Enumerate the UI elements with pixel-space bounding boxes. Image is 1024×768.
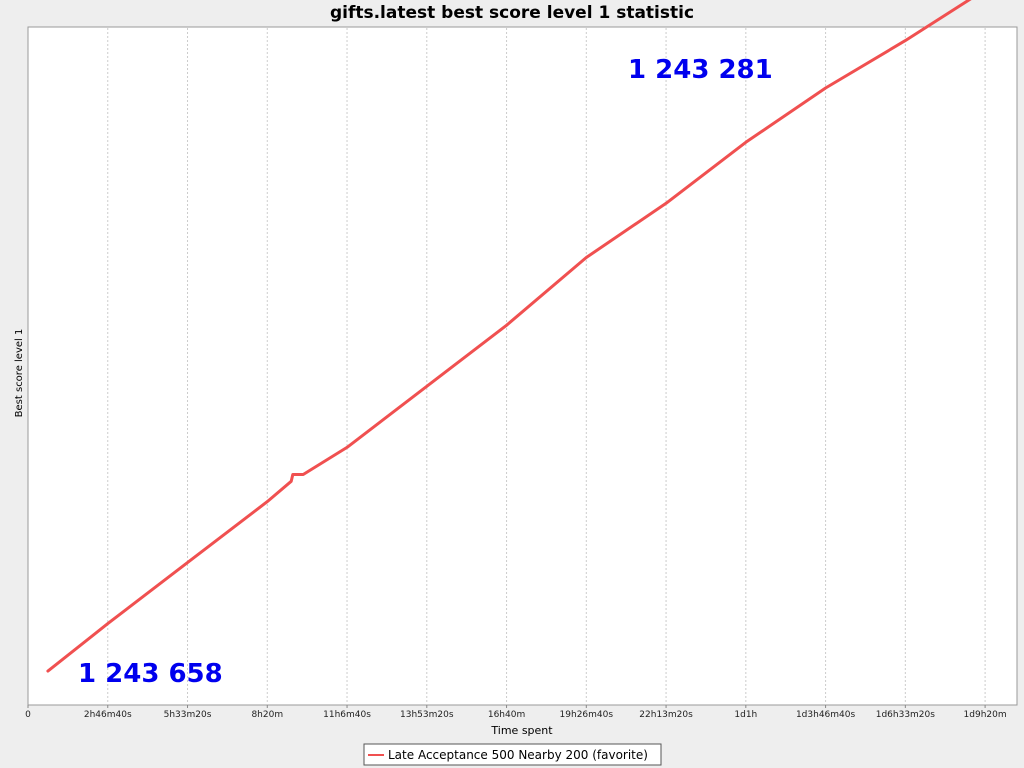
x-tick-label: 1d6h33m20s <box>876 710 936 720</box>
series-line <box>46 0 972 673</box>
x-tick-label: 16h40m <box>488 710 525 720</box>
x-tick-label: 11h6m40s <box>323 710 371 720</box>
x-tick-label: 1d3h46m40s <box>796 710 856 720</box>
x-tick-label: 22h13m20s <box>639 710 693 720</box>
series-layer <box>46 0 972 673</box>
plot-area <box>27 26 1018 706</box>
x-tick-label: 1d9h20m <box>964 710 1007 720</box>
x-tick-label: 5h33m20s <box>164 710 212 720</box>
chart-title: gifts.latest best score level 1 statisti… <box>330 3 694 23</box>
annotation-end-score: 1 243 281 <box>628 55 773 85</box>
x-tick-label: 8h20m <box>251 710 283 720</box>
annotation-start-score: 1 243 658 <box>78 659 223 689</box>
x-tick-label: 2h46m40s <box>84 710 132 720</box>
legend-box <box>363 743 662 766</box>
x-axis-label: Time spent <box>490 724 553 737</box>
legend: Late Acceptance 500 Nearby 200 (favorite… <box>363 743 662 766</box>
legend-entry-label: Late Acceptance 500 Nearby 200 (favorite… <box>388 748 648 762</box>
y-axis-label: Best score level 1 <box>14 329 25 418</box>
x-tick-label: 0 <box>25 710 31 720</box>
x-axis-ticks: 0 2h46m40s 5h33m20s 8h20m 11h6m40s 13h53m20s 1… <box>25 705 1007 720</box>
x-tick-label: 1d1h <box>734 710 757 720</box>
x-tick-label: 13h53m20s <box>400 710 454 720</box>
x-tick-label: 19h26m40s <box>560 710 614 720</box>
